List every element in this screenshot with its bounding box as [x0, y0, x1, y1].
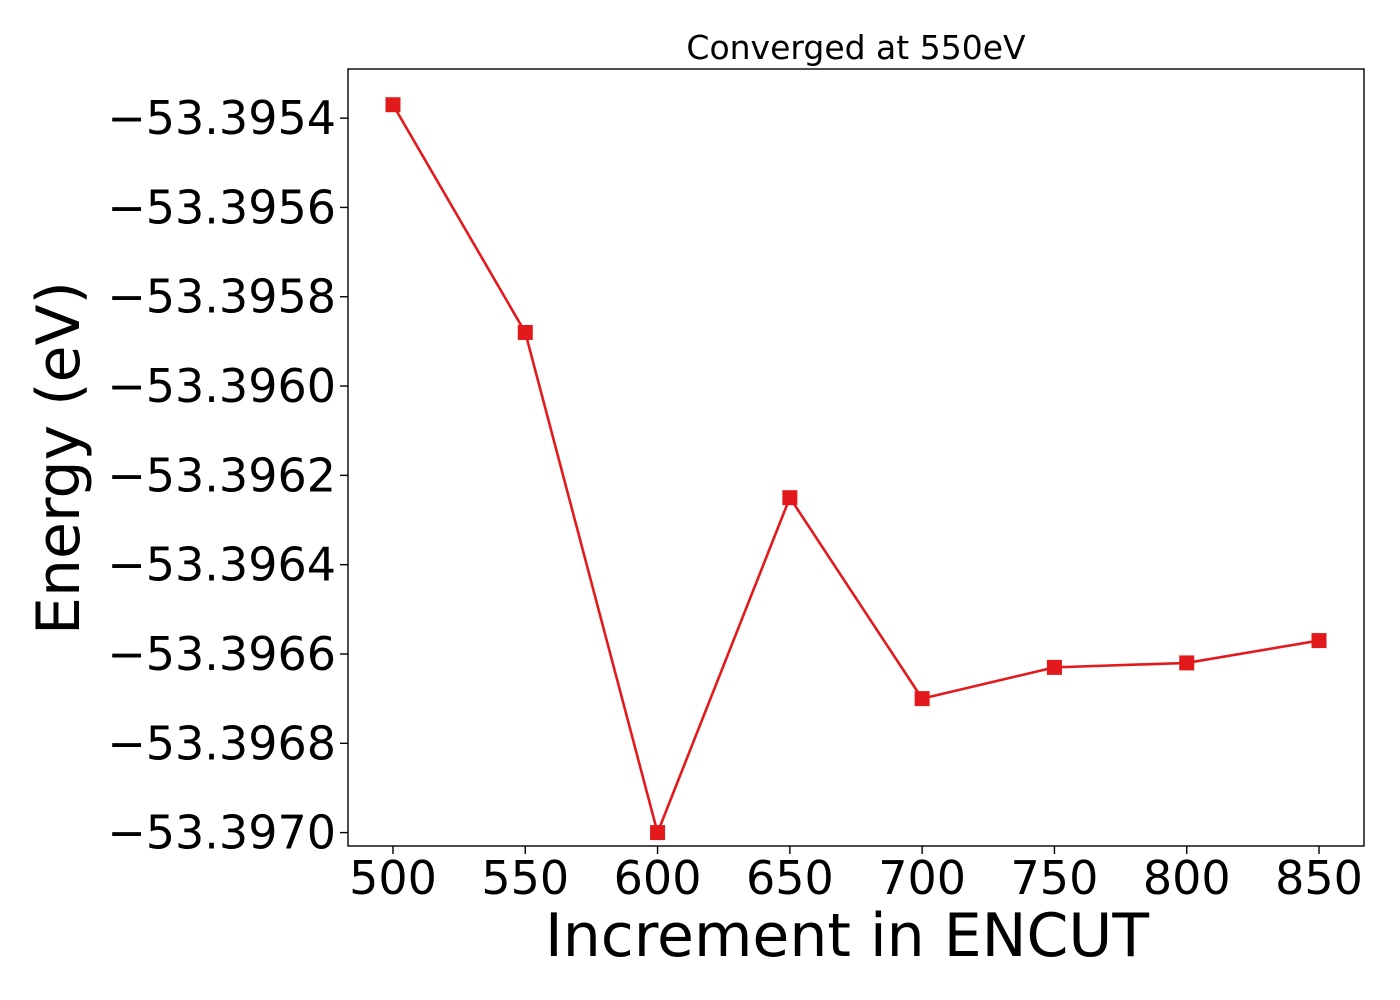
- y-tick-label: −53.3964: [107, 538, 336, 592]
- y-tick-label: −53.3954: [107, 91, 336, 145]
- data-point-marker: [782, 490, 798, 506]
- y-tick-label: −53.3960: [107, 359, 336, 413]
- y-tick-label: −53.3962: [107, 448, 336, 502]
- y-tick-label: −53.3970: [107, 806, 336, 860]
- x-tick-label: 800: [1143, 851, 1231, 905]
- x-tick-label: 500: [349, 851, 437, 905]
- y-tick-label: −53.3956: [107, 180, 336, 234]
- x-tick-label: 550: [481, 851, 569, 905]
- data-point-marker: [1046, 659, 1062, 675]
- x-tick-label: 650: [746, 851, 834, 905]
- y-tick-label: −53.3968: [107, 716, 336, 770]
- data-point-marker: [1311, 633, 1327, 649]
- series-line: [391, 104, 1320, 834]
- data-point-marker: [517, 324, 533, 340]
- x-tick-label: 700: [878, 851, 966, 905]
- plot-frame: [347, 68, 1365, 847]
- y-axis-label: Energy (eV): [24, 281, 94, 635]
- x-axis-label: Increment in ENCUT: [545, 901, 1149, 971]
- x-tick-label: 600: [614, 851, 702, 905]
- data-point-marker: [1179, 655, 1195, 671]
- data-point-marker: [650, 825, 666, 841]
- y-tick-label: −53.3958: [107, 270, 336, 324]
- chart-title: Converged at 550eV: [686, 28, 1026, 67]
- plot-area: 500 550 600 650 700 750 800 850 −53.3954 −53.3956…: [107, 68, 1365, 905]
- x-tick-label: 850: [1275, 851, 1363, 905]
- data-point-marker: [385, 97, 401, 113]
- data-point-marker: [914, 691, 930, 707]
- y-tick-label: −53.3966: [107, 627, 336, 681]
- x-tick-label: 750: [1011, 851, 1099, 905]
